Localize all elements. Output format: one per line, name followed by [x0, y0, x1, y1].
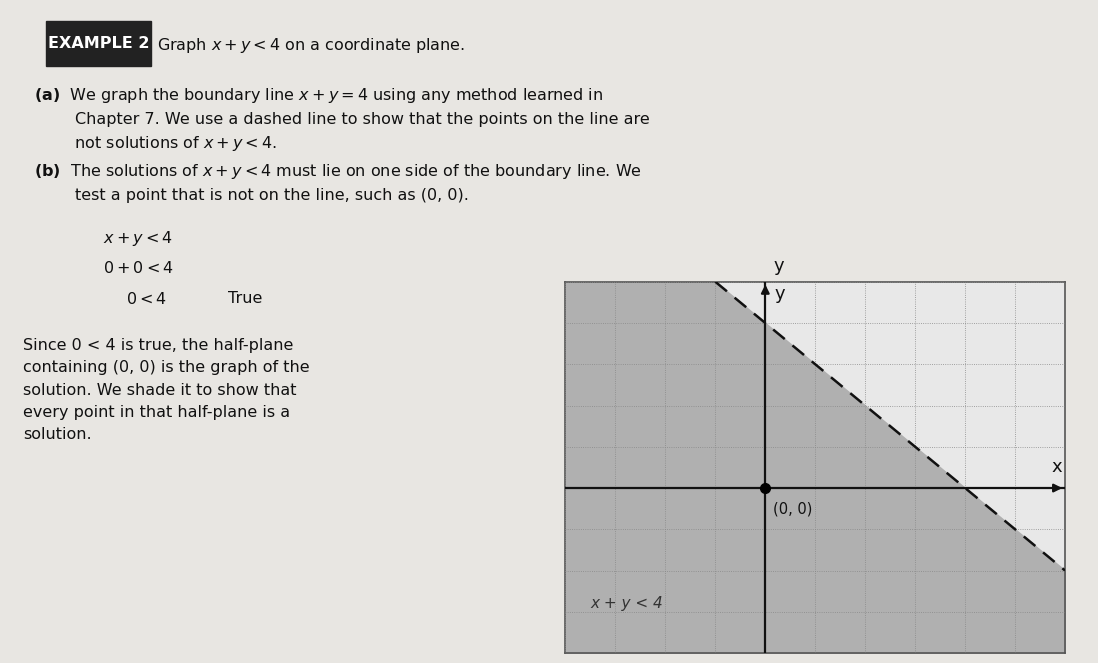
Text: EXAMPLE 2: EXAMPLE 2	[47, 36, 149, 51]
Text: y: y	[773, 257, 784, 275]
FancyBboxPatch shape	[46, 21, 152, 66]
Text: True: True	[228, 291, 262, 306]
Text: y: y	[774, 285, 785, 303]
Text: Since 0 < 4 is true, the half-plane
containing (0, 0) is the graph of the
soluti: Since 0 < 4 is true, the half-plane cont…	[23, 338, 310, 442]
Text: $0 < 4$: $0 < 4$	[125, 291, 167, 307]
Text: $\mathbf{(b)}$  The solutions of $x + y < 4$ must lie on one side of the boundar: $\mathbf{(b)}$ The solutions of $x + y <…	[34, 162, 642, 203]
Text: (0, 0): (0, 0)	[773, 501, 813, 516]
Text: x: x	[1052, 459, 1063, 477]
Text: Graph $x + y < 4$ on a coordinate plane.: Graph $x + y < 4$ on a coordinate plane.	[157, 36, 466, 54]
Text: $x + y < 4$: $x + y < 4$	[103, 229, 172, 248]
Text: $\mathbf{(a)}$  We graph the boundary line $x + y = 4$ using any method learned : $\mathbf{(a)}$ We graph the boundary lin…	[34, 86, 650, 154]
Text: $0 + 0 < 4$: $0 + 0 < 4$	[103, 260, 173, 276]
Text: x + y < 4: x + y < 4	[591, 596, 663, 611]
